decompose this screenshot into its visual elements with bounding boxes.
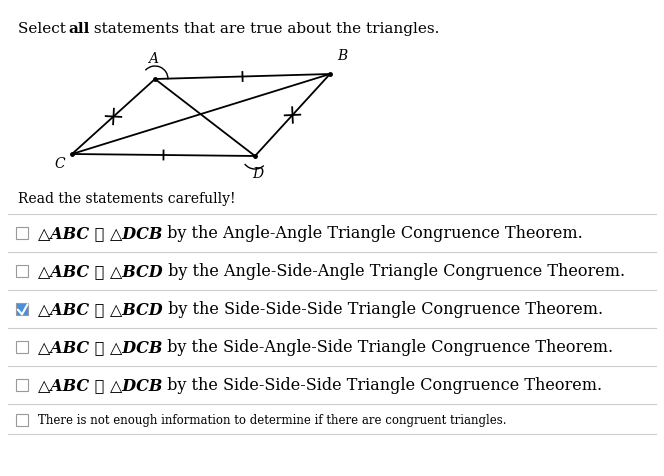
- Text: C: C: [54, 157, 65, 170]
- Text: by the Angle-Side-Angle Triangle Congruence Theorem.: by the Angle-Side-Angle Triangle Congrue…: [163, 263, 625, 280]
- Bar: [16, 266, 28, 278]
- Text: D: D: [252, 167, 264, 180]
- Text: by the Side-Side-Side Triangle Congruence Theorem.: by the Side-Side-Side Triangle Congruenc…: [163, 377, 602, 394]
- Bar: [16, 414, 28, 426]
- Text: Select: Select: [18, 22, 71, 36]
- Text: A: A: [148, 52, 158, 66]
- Bar: [16, 228, 28, 239]
- Text: △ABC ≅ △DCB: △ABC ≅ △DCB: [38, 339, 163, 356]
- Text: by the Side-Angle-Side Triangle Congruence Theorem.: by the Side-Angle-Side Triangle Congruen…: [163, 339, 614, 356]
- Bar: [16, 341, 28, 353]
- Text: Read the statements carefully!: Read the statements carefully!: [18, 192, 236, 206]
- Text: △ABC ≅ △DCB: △ABC ≅ △DCB: [38, 377, 163, 394]
- Text: △ABC ≅ △DCB: △ABC ≅ △DCB: [38, 225, 163, 242]
- Text: by the Angle-Angle Triangle Congruence Theorem.: by the Angle-Angle Triangle Congruence T…: [163, 225, 583, 242]
- Text: △ABC ≅ △BCD: △ABC ≅ △BCD: [38, 263, 163, 280]
- Text: △ABC ≅ △BCD: △ABC ≅ △BCD: [38, 301, 163, 318]
- Text: by the Side-Side-Side Triangle Congruence Theorem.: by the Side-Side-Side Triangle Congruenc…: [163, 301, 603, 318]
- Text: statements that are true about the triangles.: statements that are true about the trian…: [89, 22, 440, 36]
- Bar: [16, 379, 28, 391]
- Bar: [16, 303, 28, 315]
- Text: There is not enough information to determine if there are congruent triangles.: There is not enough information to deter…: [38, 414, 507, 426]
- Text: B: B: [337, 49, 347, 63]
- Text: all: all: [68, 22, 90, 36]
